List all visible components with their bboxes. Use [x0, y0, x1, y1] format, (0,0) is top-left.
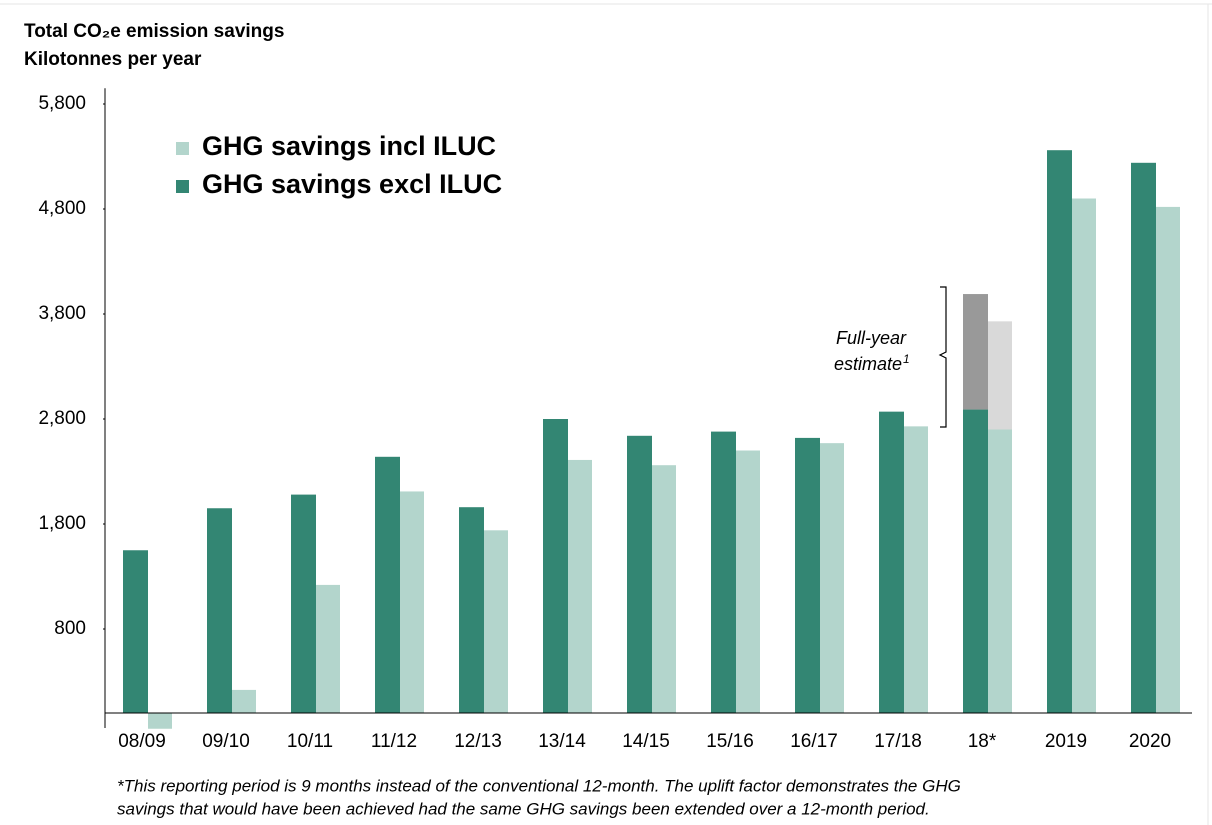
- x-tick-label: 18*: [968, 731, 997, 752]
- legend-label: GHG savings excl ILUC: [202, 169, 502, 199]
- y-tick-label: 1,800: [38, 513, 86, 534]
- estimate-bar: [963, 294, 988, 410]
- legend-label: GHG savings incl ILUC: [202, 131, 496, 161]
- estimate-bracket: [938, 286, 947, 428]
- x-tick-label: 15/16: [706, 731, 754, 752]
- estimate-bar: [988, 321, 1012, 430]
- bar: [459, 507, 484, 713]
- bar: [291, 494, 316, 713]
- bar: [543, 419, 568, 713]
- x-tick-label: 12/13: [454, 731, 502, 752]
- bar: [400, 491, 424, 713]
- estimate-footnote-mark: 1: [903, 352, 910, 366]
- chart-subtitle: Kilotonnes per year: [24, 49, 202, 70]
- bar: [123, 550, 148, 713]
- x-tick-label: 14/15: [622, 731, 670, 752]
- bar: [568, 459, 592, 713]
- bar: [232, 689, 256, 713]
- bar: [1072, 198, 1096, 713]
- y-tick-label: 5,800: [38, 93, 86, 114]
- bar: [795, 437, 820, 713]
- bar: [207, 508, 232, 713]
- bar: [904, 426, 928, 713]
- bar: [652, 465, 676, 713]
- legend-swatch: [176, 180, 189, 193]
- bar: [820, 443, 844, 713]
- bar: [736, 450, 760, 713]
- chart-title: Total CO₂e emission savings: [24, 21, 284, 42]
- y-tick-label: 3,800: [38, 303, 86, 324]
- bar: [1047, 150, 1072, 713]
- x-tick-label: 11/12: [371, 731, 417, 752]
- bar: [879, 411, 904, 713]
- x-tick-label: 2019: [1045, 731, 1087, 752]
- x-tick-label: 16/17: [790, 731, 838, 752]
- x-tick-label: 09/10: [202, 731, 250, 752]
- footnote: *This reporting period is 9 months inste…: [117, 776, 961, 795]
- x-tick-label: 13/14: [538, 731, 586, 752]
- x-tick-label: 17/18: [874, 731, 922, 752]
- bar: [484, 530, 508, 713]
- bar: [627, 435, 652, 713]
- x-tick-label: 10/11: [287, 731, 333, 752]
- estimate-label: Full-year: [836, 328, 907, 348]
- bar: [988, 429, 1012, 713]
- bar: [711, 431, 736, 713]
- x-tick-label: 2020: [1129, 731, 1171, 752]
- y-tick-label: 4,800: [38, 198, 86, 219]
- x-tick-label: 08/09: [118, 731, 166, 752]
- y-tick-label: 2,800: [38, 408, 86, 429]
- bar: [316, 584, 340, 713]
- y-tick-label: 800: [54, 618, 86, 639]
- bar: [963, 409, 988, 713]
- bar: [375, 456, 400, 713]
- bar: [1131, 162, 1156, 714]
- legend-swatch: [176, 142, 189, 155]
- bar: [1156, 206, 1180, 713]
- bar: [148, 713, 172, 729]
- estimate-label: estimate: [834, 354, 902, 374]
- footnote: savings that would have been achieved ha…: [117, 799, 930, 818]
